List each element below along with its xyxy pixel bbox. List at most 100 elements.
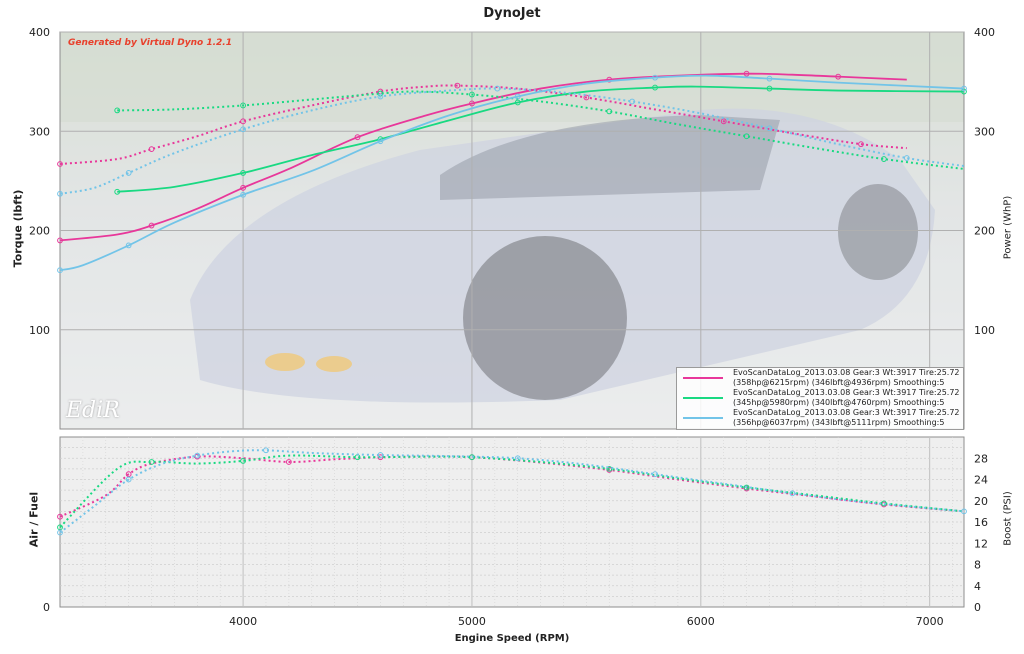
data-point: [240, 126, 246, 133]
data-point: [743, 70, 750, 77]
data-point: [606, 76, 613, 83]
data-point: [652, 84, 658, 91]
data-point: [240, 102, 246, 109]
marks-layer: [57, 70, 967, 536]
legend-swatch: [683, 397, 723, 399]
data-point: [114, 107, 121, 114]
data-point: [354, 134, 361, 141]
data-point: [720, 118, 727, 125]
legend-text: EvoScanDataLog_2013.03.08 Gear:3 Wt:3917…: [733, 368, 960, 388]
data-point: [377, 452, 384, 458]
legend-detail: (356hp@6037rpm) (343lbft@5111rpm) Smooth…: [733, 418, 945, 427]
boost-line: [59, 449, 965, 534]
x-tick-label: 4000: [229, 615, 257, 628]
data-point: [57, 190, 63, 197]
data-point: [57, 237, 63, 244]
data-point: [454, 82, 461, 89]
legend-name: EvoScanDataLog_2013.03.08 Gear:3 Wt:3917…: [733, 408, 960, 417]
grid-layer: [60, 31, 964, 607]
power-line: [59, 72, 907, 242]
data-point: [743, 133, 750, 140]
data-point: [858, 141, 864, 148]
y2-tick-label: 300: [974, 125, 995, 138]
y-axis-label-boost: Boost (PSI): [1002, 491, 1014, 546]
data-point: [514, 455, 521, 462]
torque-line: [59, 87, 965, 195]
legend-item: EvoScanDataLog_2013.03.08 Gear:3 Wt:3917…: [677, 368, 963, 388]
legend-detail: (358hp@6215rpm) (346lbft@4936rpm) Smooth…: [733, 378, 945, 387]
data-point: [743, 484, 750, 491]
data-point: [125, 471, 132, 478]
data-point: [629, 98, 636, 105]
data-point: [125, 476, 132, 483]
x-tick-label: 6000: [687, 615, 715, 628]
data-point: [125, 242, 132, 249]
data-point: [57, 524, 63, 531]
data-point: [57, 513, 63, 520]
ticks-layer: 4000 5000 6000 7000100200300400100200300400…: [29, 26, 995, 628]
y2-tick-label: 24: [974, 474, 988, 487]
data-point: [57, 267, 63, 274]
y-tick-label: 0: [43, 601, 50, 614]
data-point: [789, 490, 796, 497]
data-point: [240, 118, 246, 125]
y2-tick-label: 200: [974, 225, 995, 238]
y-tick-label: 300: [29, 125, 50, 138]
y-axis-label-airfuel: Air / Fuel: [27, 491, 41, 548]
data-point: [377, 454, 384, 461]
y2-tick-label: 16: [974, 516, 988, 529]
legend-name: EvoScanDataLog_2013.03.08 Gear:3 Wt:3917…: [733, 388, 960, 397]
data-point: [114, 188, 121, 195]
legend-name: EvoScanDataLog_2013.03.08 Gear:3 Wt:3917…: [733, 368, 960, 377]
legend-swatch: [683, 377, 723, 379]
data-point: [240, 184, 246, 191]
y2-tick-label: 0: [974, 601, 981, 614]
data-point: [240, 191, 246, 198]
watermark-text: Generated by Virtual Dyno 1.2.1: [68, 38, 232, 48]
data-point: [652, 471, 658, 478]
y2-tick-label: 4: [974, 580, 981, 593]
data-point: [377, 93, 384, 100]
data-point: [469, 454, 475, 461]
torque-line: [59, 84, 907, 165]
legend-text: EvoScanDataLog_2013.03.08 Gear:3 Wt:3917…: [733, 408, 960, 428]
data-point: [766, 75, 773, 82]
x-tick-label: 5000: [458, 615, 486, 628]
legend-swatch: [683, 417, 723, 419]
data-point: [125, 170, 132, 176]
data-point: [652, 74, 658, 81]
data-point: [606, 108, 613, 115]
data-point: [766, 125, 773, 132]
data-point: [57, 529, 63, 536]
y2-tick-label: 28: [974, 452, 988, 465]
data-point: [766, 85, 773, 92]
data-point: [240, 170, 246, 176]
data-point: [57, 161, 63, 167]
data-point: [494, 85, 501, 92]
y2-tick-label: 400: [974, 26, 995, 39]
y2-tick-label: 12: [974, 537, 988, 550]
legend-item: EvoScanDataLog_2013.03.08 Gear:3 Wt:3917…: [677, 388, 963, 408]
data-point: [240, 458, 246, 464]
data-point: [961, 88, 967, 95]
data-point: [148, 222, 155, 229]
data-point: [514, 99, 521, 106]
data-point: [880, 500, 887, 507]
data-point: [880, 156, 887, 162]
chart-title: DynoJet: [483, 6, 541, 21]
legend-text: EvoScanDataLog_2013.03.08 Gear:3 Wt:3917…: [733, 388, 960, 408]
data-point: [285, 459, 292, 465]
data-point: [148, 459, 155, 465]
data-point: [961, 508, 967, 515]
y-axis-label-power: Power (WhP): [1002, 195, 1014, 260]
y-tick-label: 200: [29, 225, 50, 238]
legend-detail: (345hp@5980rpm) (340lbft@4760rpm) Smooth…: [733, 398, 945, 407]
y2-tick-label: 8: [974, 559, 981, 572]
legend-item: EvoScanDataLog_2013.03.08 Gear:3 Wt:3917…: [677, 408, 963, 428]
data-point: [377, 138, 384, 145]
data-point: [514, 93, 521, 100]
data-point: [194, 452, 201, 459]
x-axis-label: Engine Speed (RPM): [454, 633, 570, 644]
